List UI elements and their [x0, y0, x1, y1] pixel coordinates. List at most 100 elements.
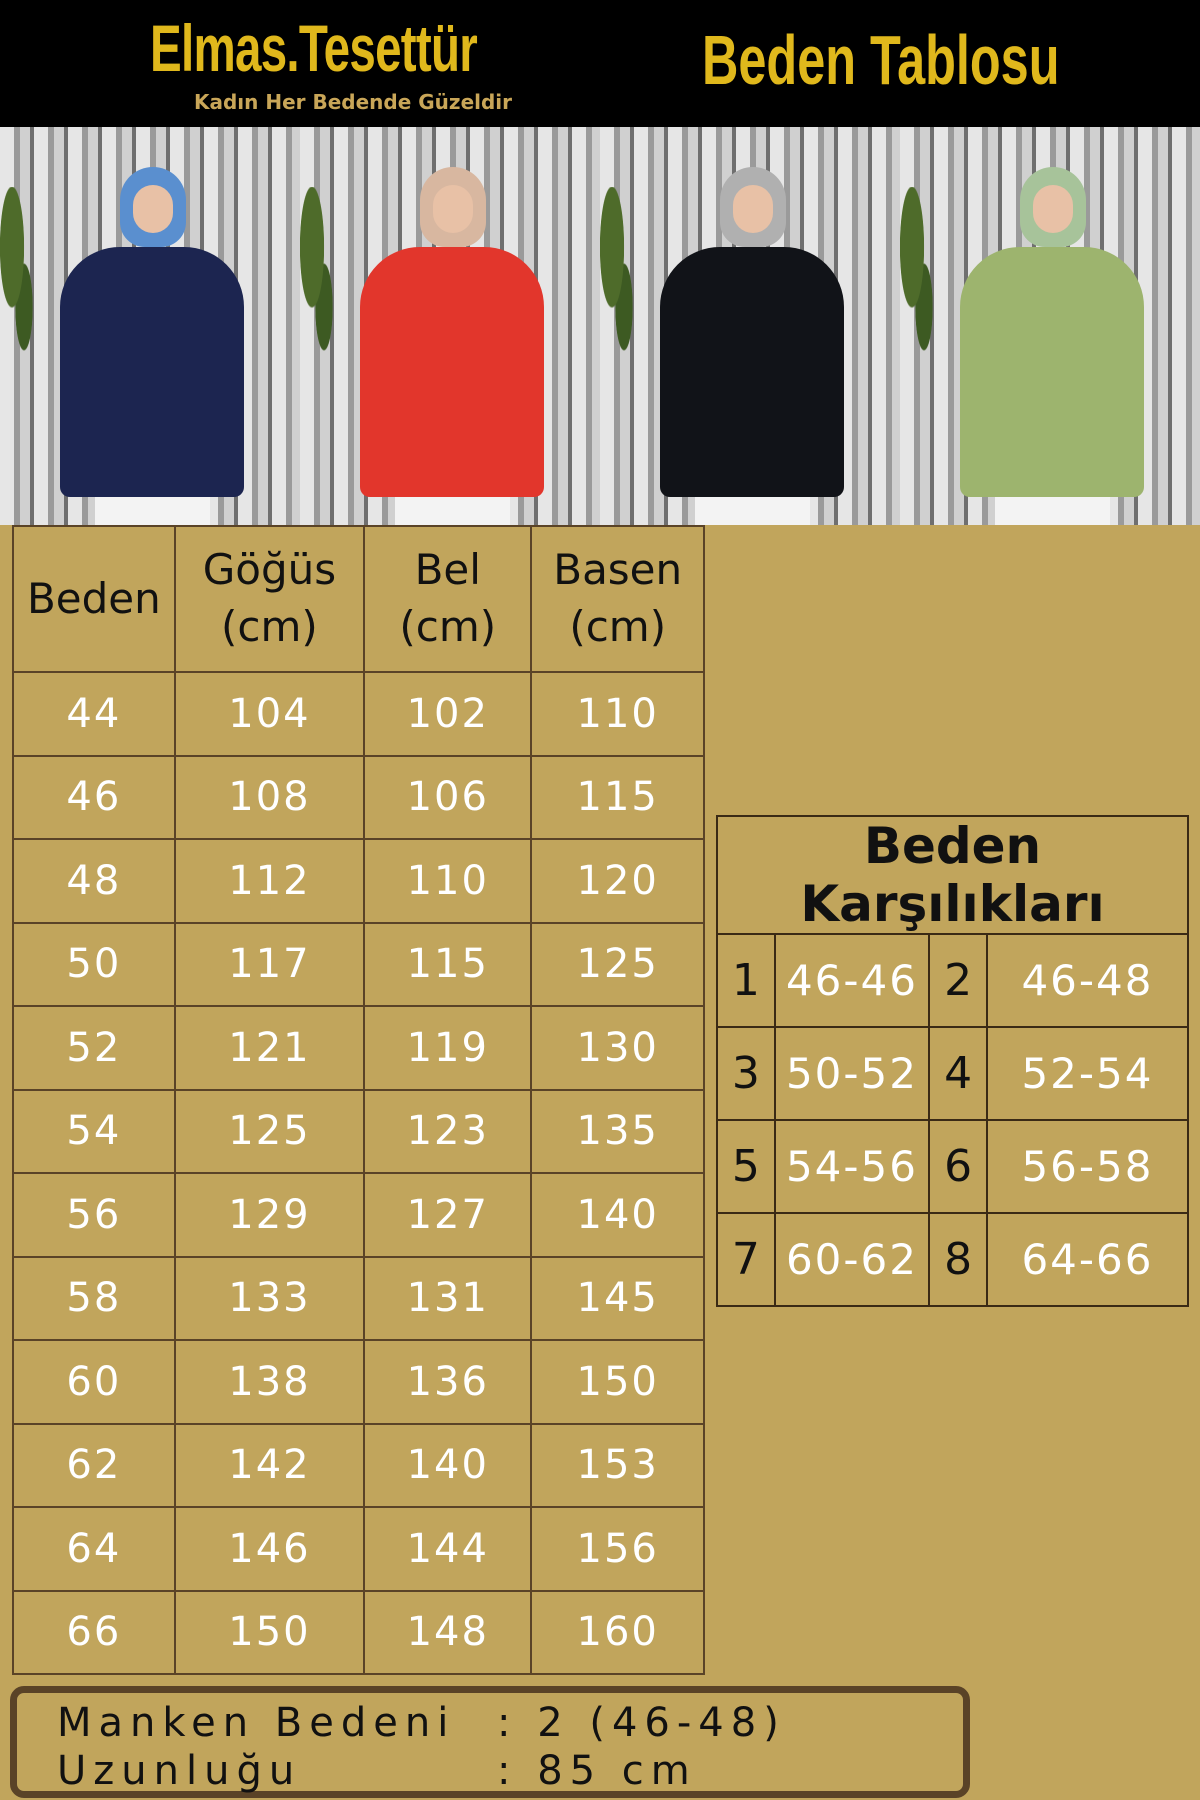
equivalents-title: Beden Karşılıkları — [716, 815, 1189, 935]
table-cell: 62 — [12, 1422, 176, 1508]
table-cell: 46 — [12, 754, 176, 840]
table-cell: 54 — [12, 1088, 176, 1174]
table-cell: 146 — [173, 1506, 366, 1592]
size-number: 7 — [716, 1212, 776, 1307]
table-cell: 60 — [12, 1339, 176, 1425]
table-row: 60 138 136 150 — [12, 1339, 705, 1425]
size-range: 60-62 — [773, 1212, 931, 1307]
size-range: 52-54 — [985, 1026, 1190, 1121]
table-cell: 145 — [530, 1255, 705, 1341]
sweatshirt — [660, 247, 844, 497]
table-cell: 125 — [173, 1088, 366, 1174]
table-cell: 156 — [530, 1506, 705, 1592]
table-cell: 148 — [363, 1589, 533, 1675]
table-row: 52 121 119 130 — [12, 1005, 705, 1091]
product-photo-red — [300, 127, 600, 525]
face — [733, 185, 773, 233]
table-cell: 121 — [173, 1005, 366, 1091]
equivalent-row: 7 60-62 8 64-66 — [716, 1212, 1190, 1307]
product-photo-navy — [0, 127, 300, 525]
table-row: 58 133 131 145 — [12, 1255, 705, 1341]
size-range: 56-58 — [985, 1119, 1190, 1214]
sweatshirt — [60, 247, 244, 497]
face — [1033, 185, 1073, 233]
table-cell: 110 — [530, 671, 705, 757]
size-number: 1 — [716, 933, 776, 1028]
table-cell: 48 — [12, 838, 176, 924]
sweatshirt — [360, 247, 544, 497]
face — [133, 185, 173, 233]
table-row: 48 112 110 120 — [12, 838, 705, 924]
table-cell: 66 — [12, 1589, 176, 1675]
table-row: 64 146 144 156 — [12, 1506, 705, 1592]
face — [433, 185, 473, 233]
equivalent-row: 5 54-56 6 56-58 — [716, 1119, 1190, 1214]
model-figure — [650, 167, 850, 525]
pants — [95, 497, 210, 525]
table-cell: 136 — [363, 1339, 533, 1425]
table-cell: 140 — [530, 1172, 705, 1258]
pants — [695, 497, 810, 525]
column-header: Basen (cm) — [530, 525, 705, 673]
plant — [300, 187, 340, 387]
table-cell: 119 — [363, 1005, 533, 1091]
column-header: Bel (cm) — [363, 525, 533, 673]
table-cell: 44 — [12, 671, 176, 757]
model-figure — [950, 167, 1150, 525]
model-size-label: Manken Bedeni — [57, 1700, 456, 1746]
table-cell: 117 — [173, 921, 366, 1007]
model-info-box: Manken Bedeni : 2 (46-48) Uzunluğu : 85 … — [10, 1686, 970, 1798]
table-cell: 52 — [12, 1005, 176, 1091]
table-cell: 140 — [363, 1422, 533, 1508]
table-cell: 138 — [173, 1339, 366, 1425]
plant — [0, 187, 40, 387]
equivalent-row: 3 50-52 4 52-54 — [716, 1026, 1190, 1121]
size-number: 6 — [928, 1119, 988, 1214]
column-header: Göğüs (cm) — [173, 525, 366, 673]
length-row: Uzunluğu : 85 cm — [57, 1747, 923, 1795]
size-range: 54-56 — [773, 1119, 931, 1214]
pants — [995, 497, 1110, 525]
table-cell: 131 — [363, 1255, 533, 1341]
table-cell: 120 — [530, 838, 705, 924]
table-cell: 58 — [12, 1255, 176, 1341]
table-row: 50 117 115 125 — [12, 921, 705, 1007]
table-row: 66 150 148 160 — [12, 1589, 705, 1675]
table-cell: 110 — [363, 838, 533, 924]
table-cell: 160 — [530, 1589, 705, 1675]
model-figure — [50, 167, 250, 525]
model-figure — [350, 167, 550, 525]
table-cell: 56 — [12, 1172, 176, 1258]
table-cell: 108 — [173, 754, 366, 840]
size-range: 46-46 — [773, 933, 931, 1028]
size-table: Beden Göğüs (cm) Bel (cm) Basen (cm) 44 104 1… — [12, 525, 705, 1675]
equivalent-row: 1 46-46 2 46-48 — [716, 933, 1190, 1028]
table-row: 56 129 127 140 — [12, 1172, 705, 1258]
table-cell: 112 — [173, 838, 366, 924]
size-number: 2 — [928, 933, 988, 1028]
table-cell: 125 — [530, 921, 705, 1007]
table-cell: 115 — [530, 754, 705, 840]
size-number: 3 — [716, 1026, 776, 1121]
size-number: 8 — [928, 1212, 988, 1307]
table-cell: 144 — [363, 1506, 533, 1592]
page-title: Beden Tablosu — [702, 21, 1060, 99]
size-range: 50-52 — [773, 1026, 931, 1121]
table-cell: 135 — [530, 1088, 705, 1174]
table-row: 44 104 102 110 — [12, 671, 705, 757]
size-range: 64-66 — [985, 1212, 1190, 1307]
table-cell: 50 — [12, 921, 176, 1007]
table-row: 54 125 123 135 — [12, 1088, 705, 1174]
size-number: 5 — [716, 1119, 776, 1214]
length-value: : 85 cm — [497, 1748, 697, 1794]
table-cell: 150 — [173, 1589, 366, 1675]
table-cell: 64 — [12, 1506, 176, 1592]
model-size-row: Manken Bedeni : 2 (46-48) — [57, 1699, 923, 1747]
table-cell: 102 — [363, 671, 533, 757]
column-header: Beden — [12, 525, 176, 673]
sweatshirt — [960, 247, 1144, 497]
table-cell: 104 — [173, 671, 366, 757]
table-cell: 127 — [363, 1172, 533, 1258]
table-row: 46 108 106 115 — [12, 754, 705, 840]
table-cell: 130 — [530, 1005, 705, 1091]
